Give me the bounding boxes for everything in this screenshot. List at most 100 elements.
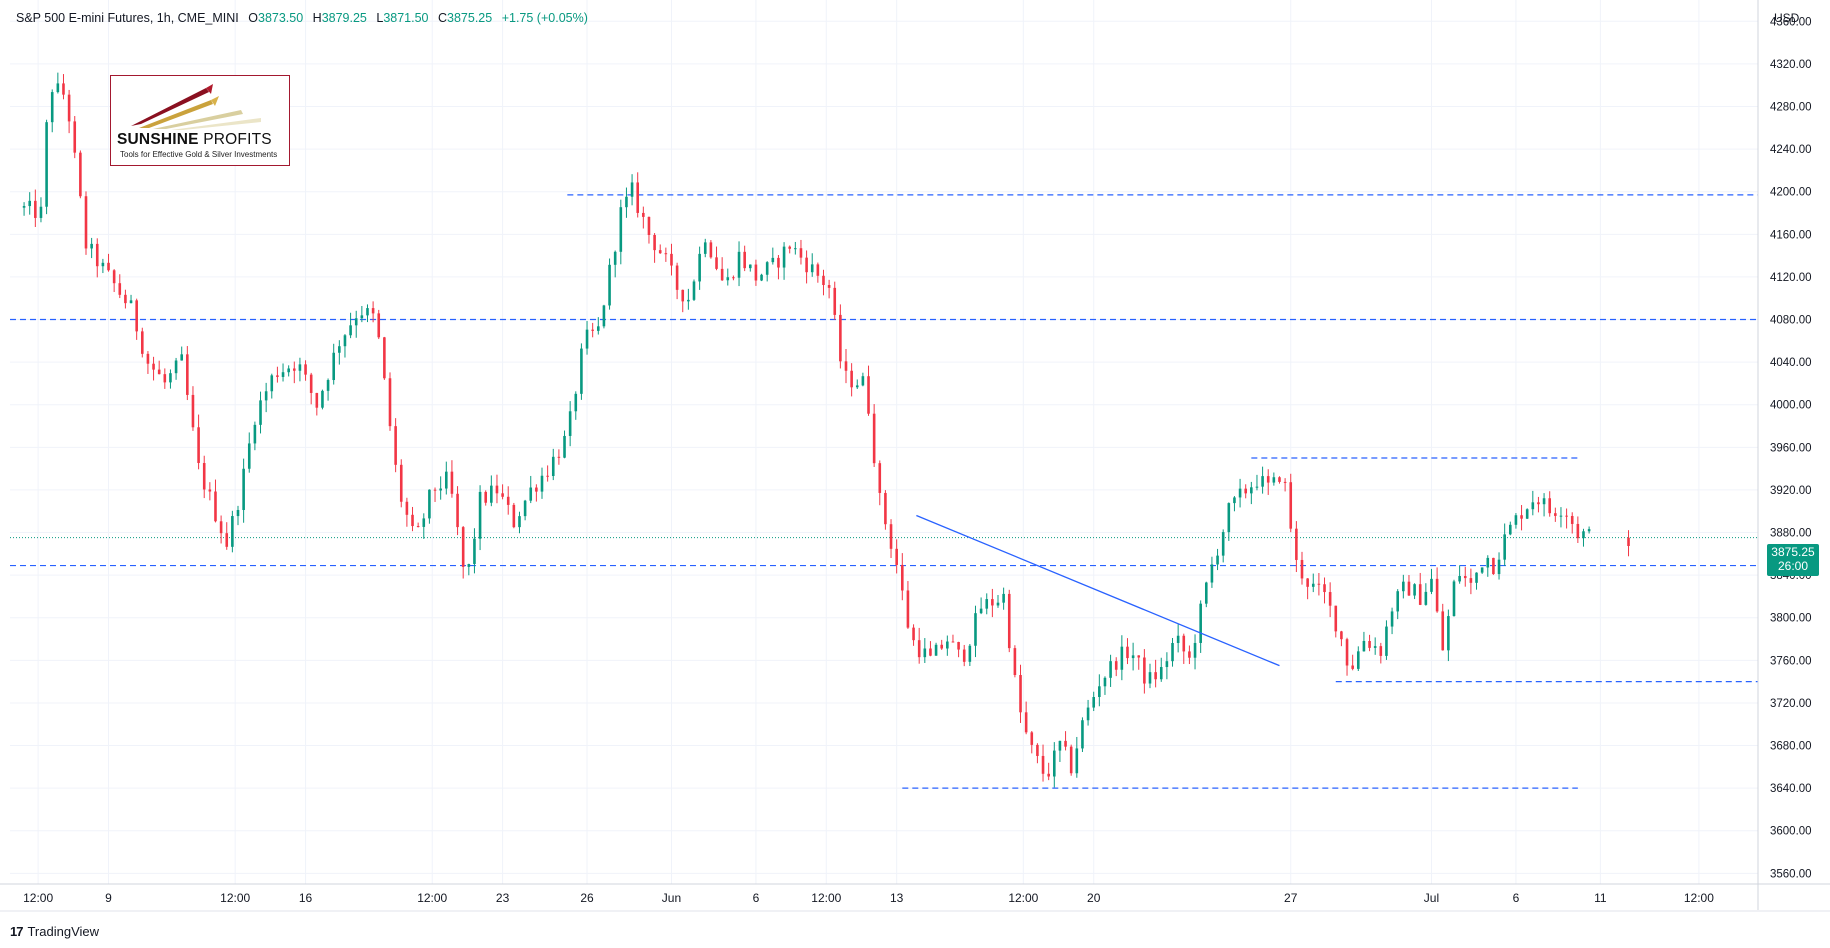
candle-body (782, 246, 786, 268)
candle-body (1120, 646, 1124, 670)
candle-body (95, 243, 99, 267)
candle-body (146, 353, 150, 364)
candle-body (253, 424, 257, 444)
candle-body (1227, 503, 1231, 533)
candle-body (985, 599, 989, 609)
candle-body (613, 251, 617, 265)
candle-body (50, 92, 54, 123)
candle-body (754, 264, 758, 281)
candle-body (523, 500, 527, 517)
candle-body (1295, 528, 1298, 560)
candle-body (349, 325, 352, 336)
candle-body (1497, 559, 1501, 575)
x-tick-label: 12:00 (811, 891, 841, 905)
change-value: +1.75 (+0.05%) (501, 11, 588, 25)
candle-body (456, 493, 459, 528)
candle-body (827, 285, 831, 288)
candle-body (416, 526, 420, 528)
candle-body (1300, 559, 1304, 579)
candle-body (1250, 487, 1253, 494)
x-tick-label: 12:00 (1684, 891, 1714, 905)
x-tick-label: 12:00 (220, 891, 250, 905)
candle-body (771, 257, 775, 263)
axes[interactable]: 3560.00 3600.00 3640.00 3680.00 3720.00 3760.… (0, 0, 1830, 912)
y-tick-label: 4320.00 (1770, 59, 1812, 71)
candle-body (698, 253, 701, 282)
candle-body (962, 649, 966, 662)
candle-body (726, 277, 730, 281)
candle-body (180, 354, 184, 361)
candle-body (22, 206, 26, 208)
candle-body (1430, 578, 1433, 592)
close-key: C (438, 11, 448, 25)
candle-body (495, 485, 499, 494)
candle-body (309, 374, 313, 393)
candle-body (1469, 578, 1473, 583)
y-tick-label: 4280.00 (1770, 102, 1812, 114)
candle-body (129, 300, 133, 304)
candle-body (1435, 578, 1439, 612)
candle-body (1368, 640, 1371, 648)
y-tick-label: 4120.00 (1770, 272, 1812, 284)
candle-body (653, 234, 656, 251)
candle-body (338, 346, 341, 353)
candle-body (518, 516, 521, 528)
close-value: 3875.25 (447, 11, 493, 25)
candle-body (681, 289, 685, 302)
y-tick-label: 4080.00 (1770, 315, 1812, 327)
candle-body (1255, 486, 1259, 488)
candle-body (867, 376, 870, 414)
candle-body (1351, 665, 1354, 669)
candle-body (512, 504, 516, 528)
trend-line-layer[interactable] (916, 514, 1280, 667)
candle-body (225, 533, 229, 547)
candle-body (67, 94, 71, 122)
candle-body (1413, 584, 1416, 596)
tradingview-footer[interactable]: 17 TradingView (10, 924, 99, 939)
y-tick-label: 3920.00 (1770, 485, 1812, 497)
candle-body (1002, 593, 1005, 603)
candle-body (1075, 748, 1079, 774)
candle-body (242, 468, 245, 510)
candle-body (79, 152, 82, 197)
candle-body (805, 257, 808, 273)
open-key: O (248, 11, 258, 25)
candle-body (1548, 498, 1552, 514)
candle-body (1114, 661, 1118, 670)
level-lines[interactable] (10, 194, 1758, 789)
candle-body (1069, 746, 1073, 774)
candle-body (34, 200, 37, 218)
candle-body (850, 370, 853, 388)
candle-body (1323, 584, 1326, 593)
candle-body (1311, 583, 1315, 587)
candle-body (247, 443, 251, 469)
candle-body (1407, 581, 1411, 596)
x-tick-label: 23 (496, 891, 510, 905)
candles (22, 72, 1630, 788)
candle-body (895, 548, 898, 565)
candle-body (940, 644, 944, 649)
candle-body (1137, 655, 1141, 658)
candle-body (1007, 593, 1011, 649)
candle-body (107, 262, 110, 271)
candle-body (388, 378, 392, 427)
logo-brand-light: PROFITS (203, 131, 272, 148)
currency-label[interactable]: USD (1774, 11, 1800, 25)
candle-body (625, 196, 628, 208)
candle-body (946, 641, 949, 649)
candle-body (563, 435, 566, 458)
x-tick-label: 6 (1513, 891, 1520, 905)
candle-body (1041, 755, 1045, 774)
candle-body (1503, 534, 1506, 560)
candle-body (968, 645, 972, 662)
candle-body (839, 314, 842, 362)
candle-body (135, 300, 138, 332)
y-tick-label: 4000.00 (1770, 400, 1812, 412)
candle-body (692, 281, 696, 300)
candle-body (321, 390, 324, 408)
candle-body (709, 242, 713, 258)
candle-body (630, 182, 634, 197)
candle-body (658, 250, 662, 254)
candle-body (259, 400, 262, 425)
